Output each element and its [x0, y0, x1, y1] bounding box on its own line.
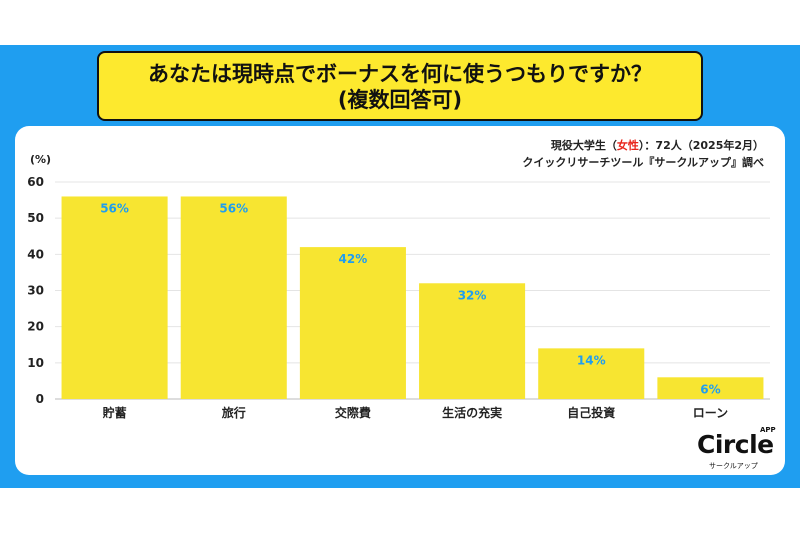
bar-data-label: 14% — [577, 353, 606, 367]
bar-data-label: 42% — [339, 252, 368, 266]
logo-wordmark: Circle — [697, 430, 774, 459]
survey-source-note: 現役大学生（女性）：72人（2025年2月） クイックリサーチツール『サークルア… — [522, 137, 764, 171]
y-tick-label: 30 — [27, 284, 44, 298]
bar — [419, 283, 526, 399]
bar-data-label: 56% — [100, 201, 129, 215]
bar — [180, 196, 287, 399]
bar-data-label: 32% — [458, 288, 487, 302]
survey-tool-credit: クイックリサーチツール『サークルアップ』調べ — [522, 156, 764, 169]
x-category-label: 自己投資 — [567, 405, 615, 420]
bar — [299, 247, 406, 399]
y-tick-label: 50 — [27, 211, 44, 225]
y-tick-label: 10 — [27, 356, 44, 370]
logo-subtitle: サークルアップ — [709, 462, 758, 470]
bar — [61, 196, 168, 399]
survey-population: 現役大学生（女性）：72人（2025年2月） — [522, 137, 764, 154]
circle-app-logo: Circle APP サークルアップ — [697, 426, 777, 472]
x-category-label: 交際費 — [335, 405, 371, 420]
question-title-line2: (複数回答可) — [337, 88, 463, 112]
y-tick-label: 40 — [27, 247, 44, 261]
question-title-line1: あなたは現時点でボーナスを何に使うつもりですか？ — [148, 62, 652, 86]
x-category-label: 貯蓄 — [103, 405, 127, 420]
bar-data-label: 56% — [219, 201, 248, 215]
x-category-label: 生活の充実 — [442, 405, 502, 420]
survey-population-suffix: ）：72人（2025年2月） — [638, 139, 764, 152]
survey-gender-highlight: 女性 — [616, 139, 639, 152]
bar-data-label: 6% — [700, 382, 720, 396]
bar — [538, 348, 645, 399]
question-title-box: あなたは現時点でボーナスを何に使うつもりですか？ (複数回答可) — [97, 51, 703, 121]
x-category-label: 旅行 — [222, 405, 246, 420]
y-axis-unit-label: (%) — [30, 153, 51, 166]
y-tick-label: 20 — [27, 320, 44, 334]
x-category-label: ローン — [693, 406, 728, 420]
y-tick-label: 60 — [27, 175, 44, 189]
y-tick-label: 0 — [36, 392, 44, 406]
bar — [657, 377, 764, 399]
logo-app-badge: APP — [760, 426, 776, 434]
survey-population-prefix: 現役大学生（ — [550, 139, 617, 152]
